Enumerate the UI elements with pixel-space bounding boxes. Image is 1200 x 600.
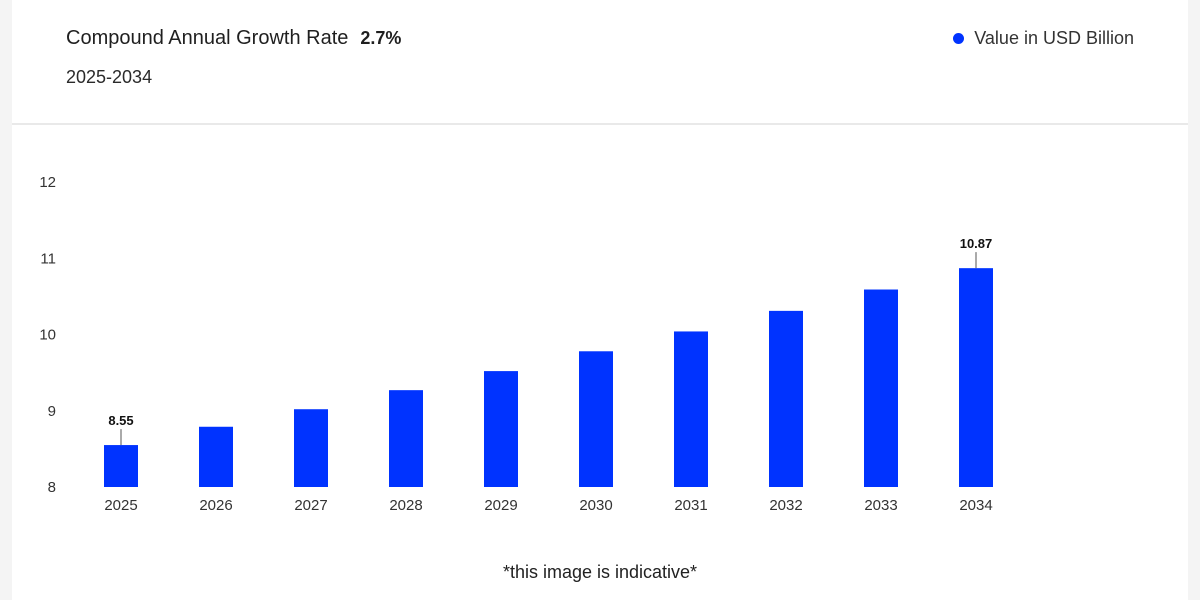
x-tick-label: 2031 <box>674 497 707 514</box>
x-tick-label: 2034 <box>959 497 992 514</box>
y-tick-label: 12 <box>39 174 56 191</box>
legend-marker-icon <box>953 33 965 44</box>
forecast-period: 2025-2034 <box>66 67 153 87</box>
x-tick-label: 2030 <box>579 497 612 514</box>
bar-2030 <box>579 351 613 487</box>
cagr-value: 2.7% <box>360 28 402 48</box>
bar-2026 <box>199 426 233 487</box>
y-tick-label: 9 <box>48 403 56 420</box>
title-row: Compound Annual Growth Rate 2.7% <box>66 27 401 53</box>
legend: Value in USD Billion <box>953 28 1134 49</box>
legend-label: Value in USD Billion <box>974 28 1134 48</box>
indicative-footnote: *this image is indicative* <box>502 562 698 582</box>
bar-2032 <box>769 310 803 487</box>
bar-2029 <box>484 371 518 487</box>
x-tick-label: 2027 <box>294 497 327 514</box>
x-tick-label: 2025 <box>104 497 137 514</box>
y-tick-label: 8 <box>48 479 56 496</box>
x-tick-label: 2029 <box>484 497 517 514</box>
y-tick-label: 11 <box>40 250 56 267</box>
x-tick-label: 2032 <box>769 497 802 514</box>
x-tick-label: 2026 <box>199 497 232 514</box>
bar-2028 <box>389 390 423 487</box>
x-tick-label: 2033 <box>864 497 897 514</box>
bar-2025 <box>104 445 138 487</box>
bar-2031 <box>674 331 708 487</box>
cagr-title: Compound Annual Growth Rate <box>66 27 349 49</box>
y-tick-label: 10 <box>39 327 56 344</box>
chart-header: Compound Annual Growth Rate 2.7% 2025-20… <box>12 0 1188 125</box>
data-label: 8.55 <box>108 413 133 428</box>
data-label: 10.87 <box>960 236 993 251</box>
bar-2033 <box>864 289 898 487</box>
x-tick-label: 2028 <box>389 497 422 514</box>
bar-2027 <box>294 409 328 487</box>
bar-2034 <box>959 268 993 487</box>
